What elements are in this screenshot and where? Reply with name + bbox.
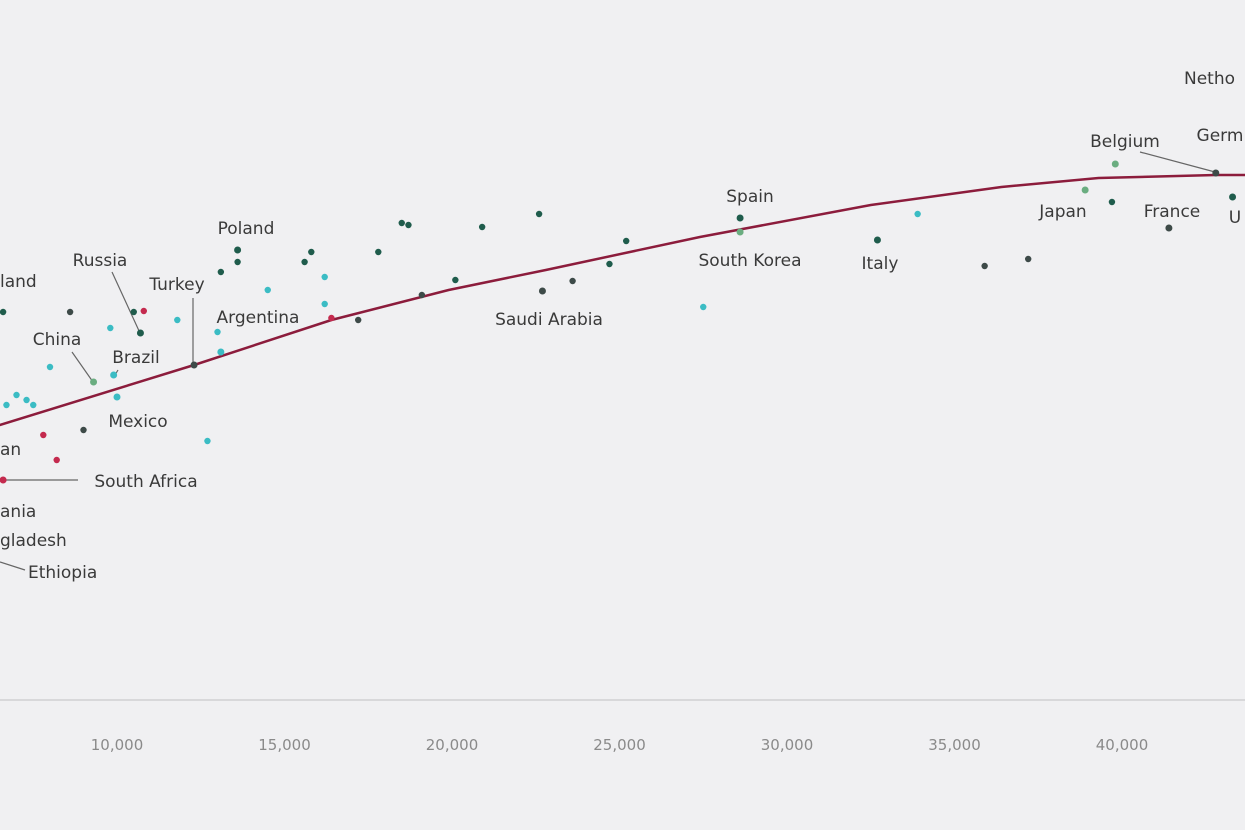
point-label-cropped: Netho <box>1184 69 1235 89</box>
data-point <box>13 391 20 399</box>
data-point <box>321 273 328 281</box>
data-point <box>700 303 707 311</box>
data-point <box>981 262 988 270</box>
point-label-cropped: an <box>0 440 21 460</box>
point-label: Mexico <box>108 412 167 432</box>
data-point-china <box>90 378 98 386</box>
data-point <box>140 307 147 315</box>
data-point-mexico <box>113 393 121 401</box>
data-point-saudi-arabia <box>538 287 546 295</box>
data-point <box>23 396 30 404</box>
point-label-cropped: ania <box>0 502 36 522</box>
data-point <box>130 308 137 316</box>
data-point <box>1025 255 1032 263</box>
data-point <box>3 401 10 409</box>
data-point-belgium <box>1111 160 1119 168</box>
x-tick-label: 30,000 <box>761 736 814 754</box>
data-point-russia <box>136 329 144 337</box>
data-point-spain <box>736 214 744 222</box>
x-tick-label: 15,000 <box>258 736 311 754</box>
point-label: Turkey <box>148 275 204 295</box>
data-point-turkey <box>190 361 198 369</box>
data-point <box>452 276 459 284</box>
x-tick-label: 10,000 <box>91 736 144 754</box>
leader-line <box>111 271 141 334</box>
data-point-germ <box>1212 169 1220 177</box>
data-point <box>264 286 271 294</box>
data-point <box>398 219 405 227</box>
point-label: China <box>33 330 82 350</box>
data-point-brazil <box>110 371 118 379</box>
point-label: Spain <box>726 187 774 207</box>
data-point <box>405 221 412 229</box>
point-label: Japan <box>1038 202 1086 222</box>
data-point <box>606 260 613 268</box>
data-point <box>321 300 328 308</box>
data-point-u <box>1229 193 1237 201</box>
data-point <box>569 277 576 285</box>
point-label: Germ <box>1197 126 1244 146</box>
data-point-south-korea <box>736 228 744 236</box>
data-point <box>46 363 54 371</box>
point-label: South Korea <box>698 251 801 271</box>
point-label: Saudi Arabia <box>495 310 603 330</box>
data-point <box>107 324 114 332</box>
data-point-france <box>1165 224 1173 232</box>
data-point <box>0 308 7 316</box>
data-point <box>204 437 211 445</box>
data-point <box>1108 198 1116 206</box>
data-point <box>30 401 37 409</box>
x-tick-label: 20,000 <box>426 736 479 754</box>
data-point <box>217 268 225 276</box>
data-point <box>418 291 426 299</box>
point-label: Russia <box>73 251 128 271</box>
data-point <box>328 314 335 322</box>
point-label: France <box>1144 202 1201 222</box>
data-point <box>234 258 241 266</box>
x-tick-label: 40,000 <box>1096 736 1149 754</box>
point-label-cropped: gladesh <box>0 531 67 551</box>
point-label: Poland <box>218 219 275 239</box>
point-label-cropped: Ethiopia <box>28 563 97 583</box>
leader-line <box>1139 151 1216 173</box>
data-point <box>623 237 630 245</box>
data-point <box>355 316 362 324</box>
data-point <box>80 426 87 434</box>
data-point <box>174 316 181 324</box>
leader-line <box>0 561 26 571</box>
data-point <box>308 248 315 256</box>
point-label: Brazil <box>112 348 159 368</box>
data-point <box>66 308 74 316</box>
data-point-argentina <box>217 348 225 356</box>
data-point <box>214 328 221 336</box>
leader-line <box>71 351 94 383</box>
data-point-japan <box>1081 186 1089 194</box>
data-point <box>375 248 382 256</box>
data-point <box>478 223 486 231</box>
data-point-italy <box>873 236 881 244</box>
x-tick-label: 35,000 <box>928 736 981 754</box>
point-label: Argentina <box>217 308 300 328</box>
data-point-south-africa <box>0 476 7 484</box>
point-label: Italy <box>862 254 899 274</box>
data-point <box>914 210 921 218</box>
point-label: Belgium <box>1090 132 1160 152</box>
data-point <box>535 210 543 218</box>
point-label: South Africa <box>94 472 197 492</box>
x-tick-label: 25,000 <box>593 736 646 754</box>
data-point <box>301 258 308 266</box>
data-point <box>53 456 60 464</box>
point-label: U <box>1229 208 1241 228</box>
data-point <box>40 431 47 439</box>
data-point-poland <box>234 246 242 254</box>
point-label-cropped: land <box>0 272 37 292</box>
trend-line <box>0 173 1245 427</box>
